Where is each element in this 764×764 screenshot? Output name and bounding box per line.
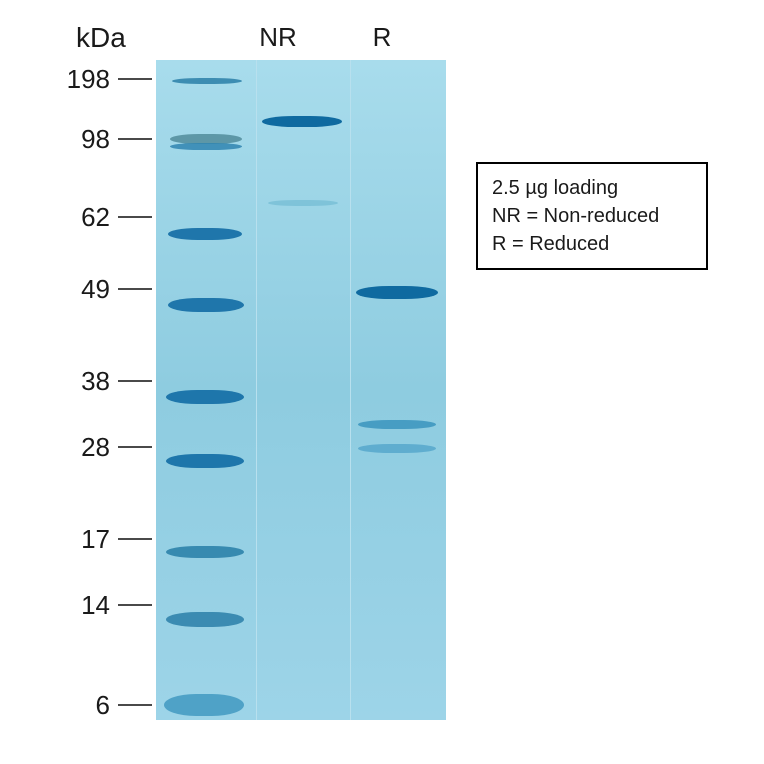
y-axis-title: kDa	[76, 22, 126, 54]
legend-line: 2.5 µg loading	[492, 174, 692, 202]
lane-divider	[256, 60, 257, 720]
tick-label: 62	[60, 202, 110, 233]
ladder-band	[172, 78, 242, 84]
tick-label: 28	[60, 432, 110, 463]
tick-mark	[118, 380, 152, 382]
tick-label: 6	[60, 690, 110, 721]
tick-label: 98	[60, 124, 110, 155]
tick-label: 17	[60, 524, 110, 555]
gel-figure: kDa NR R 198 98 62 49 38 28 17 14 6 2.5 µg loadi…	[0, 0, 764, 764]
tick-label: 14	[60, 590, 110, 621]
ladder-band	[168, 228, 242, 240]
ladder-band	[166, 546, 244, 558]
ladder-band	[166, 390, 244, 404]
tick-mark	[118, 446, 152, 448]
lane-divider	[350, 60, 351, 720]
tick-mark	[118, 538, 152, 540]
ladder-band	[168, 298, 244, 312]
ladder-band	[166, 454, 244, 468]
nr-band	[262, 116, 342, 127]
tick-mark	[118, 604, 152, 606]
r-band	[356, 286, 438, 299]
tick-label: 49	[60, 274, 110, 305]
tick-label: 198	[60, 64, 110, 95]
tick-label: 38	[60, 366, 110, 397]
lane-label-nr: NR	[248, 22, 308, 53]
nr-band	[268, 200, 338, 206]
tick-mark	[118, 78, 152, 80]
r-band	[358, 444, 436, 453]
legend-box: 2.5 µg loading NR = Non-reduced R = Redu…	[476, 162, 708, 270]
tick-mark	[118, 138, 152, 140]
ladder-band	[164, 694, 244, 716]
tick-mark	[118, 288, 152, 290]
legend-line: R = Reduced	[492, 230, 692, 258]
tick-mark	[118, 216, 152, 218]
ladder-band	[166, 612, 244, 627]
ladder-band	[170, 143, 242, 150]
lane-label-r: R	[352, 22, 412, 53]
legend-line: NR = Non-reduced	[492, 202, 692, 230]
r-band	[358, 420, 436, 429]
tick-mark	[118, 704, 152, 706]
